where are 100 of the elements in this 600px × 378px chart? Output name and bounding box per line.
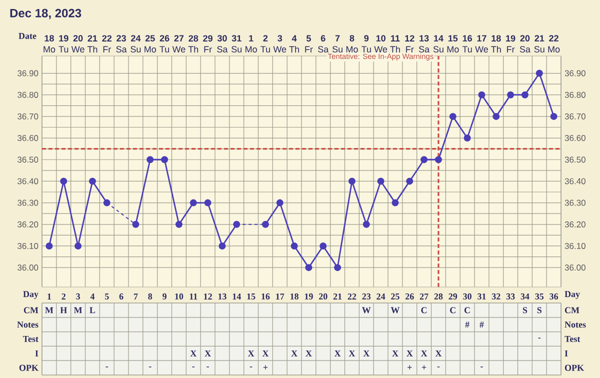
text: S xyxy=(522,307,528,314)
point xyxy=(132,220,140,228)
x-tick-label: 25 Mo xyxy=(144,35,156,52)
x-tick-label: 2 xyxy=(62,294,66,300)
x-tick-label: 18 Th xyxy=(491,35,501,52)
text: X xyxy=(248,350,254,356)
y-tick-label: 36.50 xyxy=(18,156,38,163)
x-tick-label: 20 Sa xyxy=(520,35,530,52)
x-tick-label: 29 xyxy=(448,293,458,300)
x-tick-label: 22 Fr xyxy=(102,35,112,52)
text: # xyxy=(480,322,484,328)
x-tick-label: 20 xyxy=(319,293,328,300)
x-tick-label: 17 xyxy=(276,294,284,300)
point xyxy=(492,112,500,120)
x-tick-label: 2 Tu xyxy=(260,35,270,52)
text: X xyxy=(420,350,428,356)
y-tick-label: 36.00 xyxy=(18,264,38,271)
text: M xyxy=(45,307,54,314)
text: X xyxy=(348,350,356,356)
text: X xyxy=(204,350,211,356)
point xyxy=(434,156,442,164)
x-tick-label: 4 Th xyxy=(289,35,299,52)
y-tick-label: 36.10 xyxy=(18,242,38,249)
x-tick-label: 14 xyxy=(232,294,241,300)
text: C xyxy=(464,307,470,314)
x-tick-label: 10 We xyxy=(374,35,388,52)
text: - xyxy=(437,366,440,368)
point xyxy=(74,242,82,250)
point xyxy=(464,134,471,142)
point xyxy=(550,112,558,120)
point xyxy=(406,178,414,185)
point xyxy=(420,156,428,164)
point xyxy=(161,156,168,164)
text: W xyxy=(390,307,400,314)
text: X xyxy=(363,350,370,356)
x-tick-label: 5 Fr xyxy=(305,35,313,52)
x-tick-label: 26 xyxy=(406,293,414,300)
x-tick-label: 6 xyxy=(119,293,124,300)
x-tick-label: 35 xyxy=(535,293,544,300)
x-axis-title: Day xyxy=(23,291,38,299)
x-tick-label: 9 xyxy=(162,293,166,300)
x-tick-label: 1 xyxy=(48,294,51,300)
point xyxy=(88,178,96,185)
x-tick-label: 15 xyxy=(247,293,256,300)
x-tick-label: 21 Su xyxy=(534,35,544,52)
text: X xyxy=(291,350,298,356)
x-tick-label: 17 We xyxy=(475,35,488,52)
x-tick-label: 20 We xyxy=(71,35,84,52)
y-tick-label: 36.40 xyxy=(18,178,38,184)
x-tick-label: 28 Th xyxy=(188,35,198,52)
x-tick-label: 10 xyxy=(175,293,184,300)
x-tick-label: 1 Mo xyxy=(246,35,257,52)
text: - xyxy=(148,366,152,368)
x-tick-label: 19 Fr xyxy=(506,35,516,52)
x-tick-label: 23 Sa xyxy=(116,35,127,52)
x-tick-label: 11 xyxy=(190,294,198,300)
point xyxy=(262,220,269,228)
text: X xyxy=(190,350,197,356)
text: X xyxy=(334,350,341,356)
text: + xyxy=(408,365,412,370)
x-tick-label: 30 xyxy=(463,293,472,300)
x-tick-label: 3 We xyxy=(273,35,286,52)
y-tick-label: 36.90 xyxy=(18,70,38,76)
y-tick-label: 36.20 xyxy=(18,221,38,228)
x-tick-label: 28 xyxy=(434,293,443,300)
x-tick-label: 18 xyxy=(290,293,298,300)
y-tick-label: Test xyxy=(564,336,580,342)
text: - xyxy=(206,366,209,368)
x-tick-label: 24 xyxy=(376,294,386,300)
point xyxy=(305,264,312,272)
text: C xyxy=(421,307,427,314)
x-tick-label: 25 xyxy=(391,293,400,300)
point xyxy=(175,220,182,228)
x-tick-label: 21 xyxy=(333,294,342,300)
point xyxy=(146,156,154,164)
x-tick-label: 29 Fr xyxy=(203,35,212,52)
x-tick-label: 22 xyxy=(348,294,356,300)
x-tick-label: 36 xyxy=(550,293,558,300)
x-tick-label: 7 xyxy=(134,294,138,300)
text: X xyxy=(306,350,312,356)
point xyxy=(320,242,327,250)
text: X xyxy=(435,350,442,356)
text: X xyxy=(262,350,269,356)
y-tick-label: OPK xyxy=(564,364,584,371)
x-tick-label: 26 Tu xyxy=(160,35,170,52)
point xyxy=(392,199,399,206)
point xyxy=(290,242,298,250)
point xyxy=(449,112,456,120)
y-tick-label: CM xyxy=(564,307,580,314)
x-axis-title: Date xyxy=(18,33,36,39)
x-tick-label: 31 Su xyxy=(232,35,242,52)
x-tick-label: 5 xyxy=(104,293,109,300)
point xyxy=(536,70,543,77)
point xyxy=(478,91,486,98)
text: H xyxy=(60,307,67,314)
text: - xyxy=(538,338,541,339)
x-tick-label: 30 Sa xyxy=(217,35,228,52)
y-tick-label: 36.60 xyxy=(18,135,38,142)
x-tick-label: 7 Su xyxy=(332,35,342,52)
x-tick-label: 22 Mo xyxy=(548,35,560,52)
